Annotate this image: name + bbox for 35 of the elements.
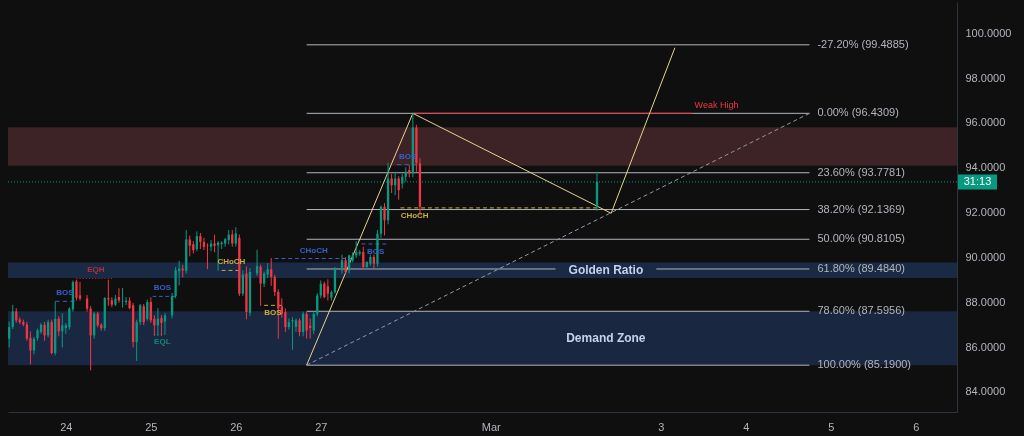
x-tick-label: Mar bbox=[481, 420, 502, 433]
y-tick-label: 100.0000 bbox=[965, 26, 1012, 39]
series-label: 23.60% (93.7781) bbox=[817, 165, 905, 178]
x-tick-label: 25 bbox=[145, 420, 158, 433]
x-tick-label: 27 bbox=[315, 420, 328, 433]
series-label: 100.00% (85.1900) bbox=[817, 358, 912, 371]
y-tick-label: 86.0000 bbox=[965, 340, 1006, 353]
annotation: EQL bbox=[154, 337, 171, 347]
y-tick-label: 98.0000 bbox=[965, 71, 1006, 84]
x-tick-label: 26 bbox=[230, 420, 243, 433]
series-label: 61.80% (89.4840) bbox=[817, 261, 905, 274]
series-label: Weak High bbox=[694, 100, 739, 111]
annotation: 31:13 bbox=[963, 174, 992, 187]
y-tick-label: 96.0000 bbox=[965, 116, 1006, 129]
y-tick-label: 94.0000 bbox=[965, 161, 1006, 174]
x-tick-label: 5 bbox=[828, 420, 835, 433]
annotation: EQH bbox=[87, 265, 105, 275]
y-tick-label: 84.0000 bbox=[965, 385, 1006, 398]
series-label: -27.20% (99.4885) bbox=[817, 37, 909, 50]
series-label: 38.20% (92.1369) bbox=[817, 202, 905, 215]
y-tick-label: 90.0000 bbox=[965, 250, 1006, 263]
y-tick-label: 92.0000 bbox=[965, 206, 1006, 219]
series-label: 78.60% (87.5956) bbox=[817, 304, 905, 317]
annotation: CHoCH bbox=[299, 245, 328, 255]
band-label: Demand Zone bbox=[566, 331, 646, 346]
x-tick-label: 4 bbox=[743, 420, 750, 433]
series-label: 50.00% (90.8105) bbox=[817, 232, 905, 245]
annotation: CHoCH bbox=[400, 210, 429, 220]
annotation: BOS bbox=[153, 283, 172, 293]
y-tick-label: 88.0000 bbox=[965, 295, 1006, 308]
x-tick-label: 6 bbox=[913, 420, 920, 433]
series-label: 0.00% (96.4309) bbox=[817, 106, 899, 119]
x-tick-label: 3 bbox=[658, 420, 665, 433]
band-label: Golden Ratio bbox=[568, 263, 644, 278]
x-tick-label: 24 bbox=[60, 420, 73, 433]
